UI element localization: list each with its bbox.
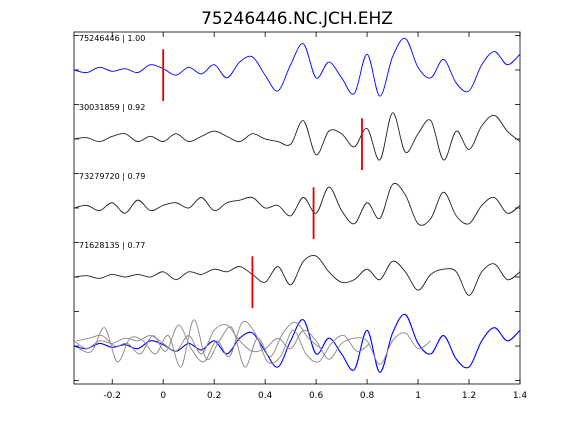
traces-group: 75246446 | 1.00 30031859 | 0.92 73279720 |… bbox=[73, 34, 521, 309]
trace-label: 75246446 | 1.00 bbox=[79, 34, 145, 43]
x-tick-label: 0.2 bbox=[207, 391, 221, 401]
x-axis-ticks: -0.2 0 0.2 0.4 0.6 0.8 1 1.2 1.4 bbox=[103, 32, 527, 401]
y-axis-ticks bbox=[74, 35, 520, 381]
overlay-trace-line bbox=[73, 324, 432, 365]
trace-line bbox=[73, 112, 521, 161]
x-tick-label: 0.6 bbox=[309, 391, 324, 401]
trace-line bbox=[73, 37, 521, 97]
x-tick-label: 1 bbox=[415, 391, 421, 401]
overlay-stack bbox=[73, 313, 521, 373]
overlay-trace-line bbox=[73, 313, 521, 373]
x-tick-label: 0 bbox=[160, 391, 166, 401]
x-tick-label: 1.4 bbox=[513, 391, 528, 401]
trace-line bbox=[73, 183, 521, 226]
x-tick-label: 0.4 bbox=[258, 391, 273, 401]
x-tick-label: -0.2 bbox=[103, 391, 121, 401]
plot-frame bbox=[73, 31, 521, 385]
trace-line bbox=[73, 254, 521, 296]
overlay-trace-line bbox=[78, 319, 322, 368]
x-tick-label: 1.2 bbox=[462, 391, 476, 401]
trace-label: 73279720 | 0.79 bbox=[79, 172, 145, 181]
x-tick-label: 0.8 bbox=[360, 391, 375, 401]
trace-label: 71628135 | 0.77 bbox=[79, 241, 145, 250]
chart-title: 75246446.NC.JCH.EHZ bbox=[201, 9, 393, 29]
trace-label: 30031859 | 0.92 bbox=[79, 103, 145, 112]
overlay-trace-line bbox=[76, 321, 370, 364]
